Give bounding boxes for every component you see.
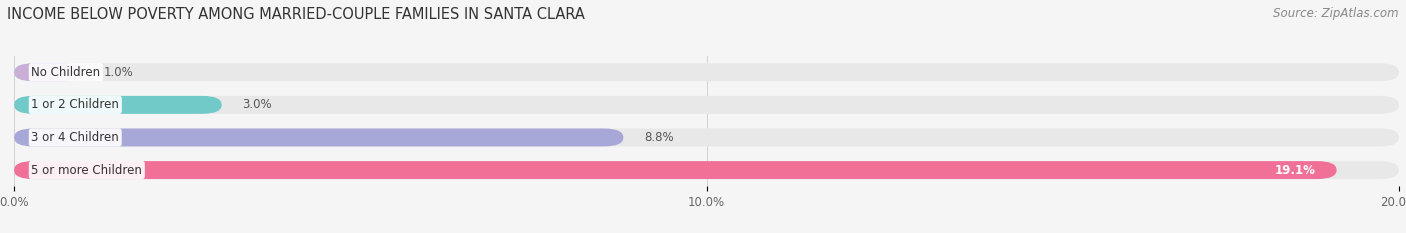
FancyBboxPatch shape	[14, 161, 1337, 179]
FancyBboxPatch shape	[14, 63, 1399, 81]
FancyBboxPatch shape	[14, 96, 1399, 114]
FancyBboxPatch shape	[14, 129, 623, 147]
Text: 3 or 4 Children: 3 or 4 Children	[31, 131, 120, 144]
Text: 1.0%: 1.0%	[104, 66, 134, 79]
Text: 3.0%: 3.0%	[243, 98, 273, 111]
Text: No Children: No Children	[31, 66, 100, 79]
Text: 8.8%: 8.8%	[644, 131, 673, 144]
FancyBboxPatch shape	[14, 96, 222, 114]
Text: 19.1%: 19.1%	[1275, 164, 1316, 177]
Text: 1 or 2 Children: 1 or 2 Children	[31, 98, 120, 111]
Text: INCOME BELOW POVERTY AMONG MARRIED-COUPLE FAMILIES IN SANTA CLARA: INCOME BELOW POVERTY AMONG MARRIED-COUPL…	[7, 7, 585, 22]
Text: 5 or more Children: 5 or more Children	[31, 164, 142, 177]
FancyBboxPatch shape	[14, 129, 1399, 147]
FancyBboxPatch shape	[14, 63, 83, 81]
FancyBboxPatch shape	[14, 161, 1399, 179]
Text: Source: ZipAtlas.com: Source: ZipAtlas.com	[1274, 7, 1399, 20]
